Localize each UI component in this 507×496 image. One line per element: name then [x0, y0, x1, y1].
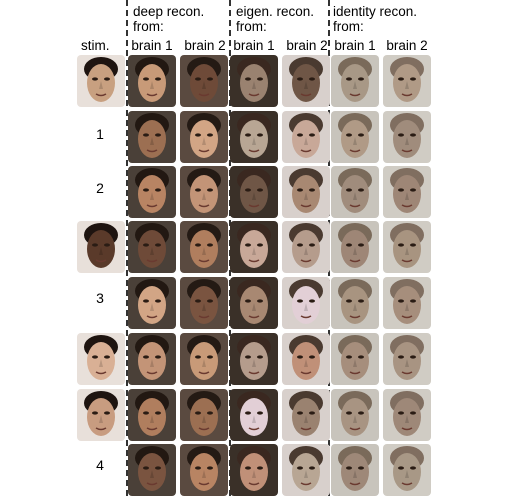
identity-recon-brain2-face — [383, 111, 431, 163]
deep-brain2-label: brain 2 — [184, 38, 226, 53]
eigen-recon-brain2-face — [282, 221, 330, 273]
eigen-recon-brain1-face — [230, 277, 278, 329]
identity-recon-brain1-face — [331, 389, 379, 441]
eigen-recon-brain1-face — [230, 111, 278, 163]
deep-recon-brain1-face — [128, 389, 176, 441]
deep-recon-brain2-face — [180, 389, 228, 441]
eigen-recon-brain1-face — [230, 221, 278, 273]
deep-recon-header: deep recon. — [133, 4, 205, 19]
eigen-recon-brain2-face — [282, 166, 330, 218]
eigen-recon-brain1-face — [230, 55, 278, 107]
deep-brain1-label: brain 1 — [131, 38, 173, 53]
deep-recon-brain1-face — [128, 444, 176, 496]
deep-recon-brain2-face — [180, 111, 228, 163]
stimulus-face — [77, 221, 125, 273]
row-label-4: 4 — [96, 457, 104, 473]
deep-recon-brain1-face — [128, 55, 176, 107]
eigen-recon-brain2-face — [282, 444, 330, 496]
stimulus-face — [77, 55, 125, 107]
deep-recon-brain1-face — [128, 111, 176, 163]
deep-recon-brain2-face — [180, 55, 228, 107]
deep-recon-brain2-face — [180, 166, 228, 218]
identity-recon-brain2-face — [383, 166, 431, 218]
identity-recon-brain1-face — [331, 277, 379, 329]
deep-recon-brain1-face — [128, 333, 176, 385]
stimulus-face — [77, 333, 125, 385]
identity-recon-brain1-face — [331, 166, 379, 218]
eigen-recon-brain2-face — [282, 333, 330, 385]
deep-recon-brain2-face — [180, 277, 228, 329]
eigen-recon-from: from: — [236, 19, 267, 34]
eigen-recon-brain1-face — [230, 389, 278, 441]
eigen-recon-brain1-face — [230, 333, 278, 385]
deep-recon-brain2-face — [180, 221, 228, 273]
identity-recon-brain2-face — [383, 221, 431, 273]
identity-recon-brain1-face — [331, 444, 379, 496]
identity-recon-brain1-face — [331, 221, 379, 273]
deep-recon-from: from: — [133, 19, 164, 34]
deep-recon-brain1-face — [128, 221, 176, 273]
identity-recon-brain2-face — [383, 55, 431, 107]
identity-recon-brain2-face — [383, 444, 431, 496]
deep-recon-brain1-face — [128, 166, 176, 218]
divider-stim-deep — [126, 0, 128, 496]
identity-recon-from: from: — [333, 19, 364, 34]
eigen-recon-brain2-face — [282, 55, 330, 107]
identity-recon-brain2-face — [383, 277, 431, 329]
identity-recon-header: identity recon. — [333, 4, 418, 19]
eigen-recon-header: eigen. recon. — [236, 4, 315, 19]
deep-recon-brain2-face — [180, 333, 228, 385]
eigen-recon-brain2-face — [282, 111, 330, 163]
stim-header: stim. — [81, 38, 110, 53]
identity-recon-brain1-face — [331, 111, 379, 163]
eigen-recon-brain2-face — [282, 389, 330, 441]
eigen-brain2-label: brain 2 — [286, 38, 328, 53]
deep-recon-brain2-face — [180, 444, 228, 496]
eigen-brain1-label: brain 1 — [233, 38, 275, 53]
eigen-recon-brain2-face — [282, 277, 330, 329]
identity-recon-brain2-face — [383, 389, 431, 441]
row-label-3: 3 — [96, 290, 104, 306]
identity-recon-brain1-face — [331, 333, 379, 385]
identity-recon-brain1-face — [331, 55, 379, 107]
row-label-1: 1 — [96, 126, 104, 142]
identity-brain1-label: brain 1 — [334, 38, 376, 53]
stimulus-face — [77, 389, 125, 441]
deep-recon-brain1-face — [128, 277, 176, 329]
row-label-2: 2 — [96, 180, 104, 196]
identity-recon-brain2-face — [383, 333, 431, 385]
identity-brain2-label: brain 2 — [386, 38, 428, 53]
eigen-recon-brain1-face — [230, 166, 278, 218]
eigen-recon-brain1-face — [230, 444, 278, 496]
